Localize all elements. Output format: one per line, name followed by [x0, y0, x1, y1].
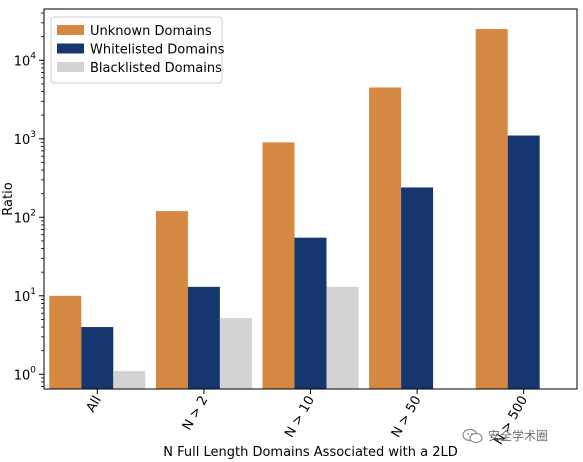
x-tick-label: N > 50 [389, 394, 425, 441]
x-axis-label: N Full Length Domains Associated with a … [163, 445, 457, 460]
bar [507, 135, 540, 389]
legend-swatch [57, 62, 84, 72]
watermark-text: 安全学术圈 [488, 429, 549, 443]
bar [369, 87, 402, 390]
bar [475, 29, 508, 389]
bar [401, 187, 434, 389]
legend-label: Blacklisted Domains [90, 61, 222, 76]
bar [113, 371, 146, 389]
watermark: 安全学术圈 [462, 427, 548, 444]
x-tick-label: N > 2 [180, 394, 212, 434]
bar [294, 237, 327, 389]
bar [219, 318, 252, 389]
y-axis-label: Ratio [1, 182, 16, 215]
legend-label: Unknown Domains [90, 24, 212, 39]
plot-frame [43, 8, 578, 390]
y-tick-label: 102 [14, 208, 36, 226]
x-tick-label: N > 10 [282, 394, 318, 441]
wechat-icon [462, 428, 483, 443]
x-tick-label: All [84, 394, 105, 415]
bar [49, 295, 82, 389]
y-tick-label: 101 [14, 287, 36, 305]
bar [155, 211, 188, 389]
legend-box [50, 16, 223, 84]
bar [81, 327, 114, 389]
y-tick-label: 104 [14, 51, 37, 69]
y-tick-label: 103 [14, 130, 36, 148]
bar [262, 142, 295, 389]
bar [326, 286, 359, 389]
legend-swatch [57, 25, 84, 35]
bar [187, 286, 220, 389]
y-tick-label: 100 [14, 365, 37, 383]
legend-label: Whitelisted Domains [90, 43, 225, 58]
legend-swatch [57, 43, 84, 54]
